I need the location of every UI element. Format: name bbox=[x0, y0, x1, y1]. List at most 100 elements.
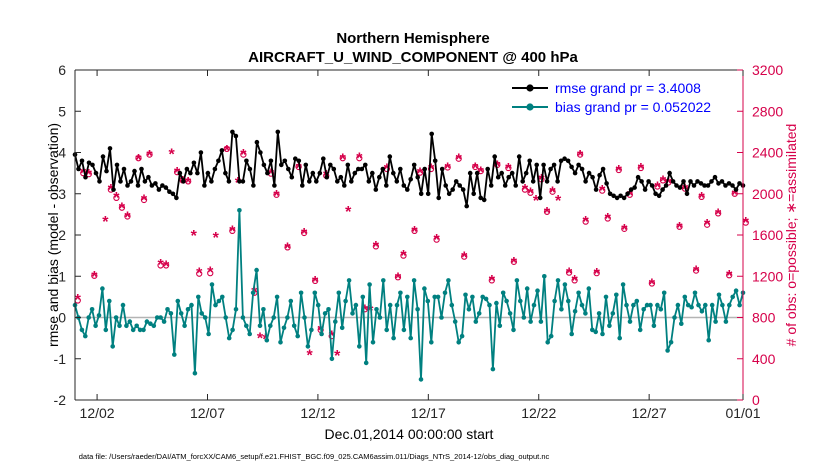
bias-point bbox=[487, 302, 492, 308]
rmse-point bbox=[275, 129, 281, 135]
obs-assimilated-point: * bbox=[417, 166, 424, 183]
rmse-point bbox=[464, 203, 470, 209]
legend-label-bias: bias grand pr = 0.052022 bbox=[555, 99, 711, 115]
bias-point bbox=[117, 323, 122, 329]
y2-tick-label: 3200 bbox=[752, 62, 783, 78]
bias-point bbox=[425, 298, 431, 304]
obs-possible-point bbox=[692, 267, 700, 274]
obs-assimilated-point: * bbox=[235, 175, 242, 192]
rmse-point bbox=[324, 174, 330, 180]
rmse-point bbox=[373, 187, 379, 192]
rmse-point bbox=[405, 187, 410, 192]
bias-point bbox=[333, 319, 338, 324]
obs-possible-point bbox=[488, 277, 495, 284]
obs-assimilated-point: * bbox=[295, 160, 302, 177]
obs-possible-point bbox=[455, 155, 462, 162]
bias-point bbox=[93, 323, 98, 329]
x-axis-label: Dec.01,2014 00:00:00 start bbox=[325, 426, 494, 442]
rmse-point bbox=[188, 170, 193, 176]
bias-point bbox=[175, 298, 181, 304]
bias-point bbox=[233, 307, 239, 312]
obs-assimilated-point: * bbox=[146, 148, 153, 165]
bias-point bbox=[401, 327, 407, 333]
bias-point bbox=[600, 331, 605, 337]
rmse-point bbox=[712, 174, 718, 180]
rmse-point bbox=[681, 179, 686, 184]
obs-assimilated-point: * bbox=[594, 266, 601, 283]
rmse-point bbox=[149, 183, 155, 188]
rmse-point bbox=[555, 179, 560, 184]
rmse-point bbox=[453, 179, 459, 184]
rmse-point bbox=[737, 181, 742, 186]
obs-assimilated-point: * bbox=[461, 250, 468, 267]
bias-point bbox=[518, 298, 523, 304]
rmse-point bbox=[156, 187, 162, 192]
rmse-point bbox=[625, 191, 630, 197]
obs-possible-point bbox=[229, 227, 236, 235]
obs-assimilated-point: * bbox=[445, 160, 452, 177]
rmse-point bbox=[523, 170, 529, 176]
obs-assimilated-point: * bbox=[660, 173, 667, 190]
rmse-point bbox=[562, 156, 567, 161]
rmse-point bbox=[600, 166, 606, 172]
y2-axis-label: # of obs: o=possible; ∗=assimilated bbox=[783, 124, 799, 347]
rmse-point bbox=[467, 170, 473, 176]
bias-point bbox=[703, 302, 708, 308]
obs-possible-point bbox=[416, 169, 424, 176]
bias-point bbox=[422, 286, 427, 291]
bias-point bbox=[127, 319, 133, 324]
x-tick-label: 12/22 bbox=[521, 405, 556, 421]
rmse-point bbox=[118, 179, 123, 184]
rmse-point bbox=[359, 166, 365, 172]
obs-possible-point bbox=[676, 223, 683, 230]
rmse-point bbox=[258, 150, 263, 155]
obs-assimilated-point: * bbox=[566, 266, 573, 283]
obs-assimilated-point: * bbox=[665, 175, 672, 192]
bias-point bbox=[405, 294, 410, 300]
footer-note: data file: /Users/raeder/DAI/ATM_forcXX/… bbox=[79, 452, 550, 461]
obs-possible-point bbox=[300, 229, 308, 237]
obs-possible-point bbox=[372, 243, 380, 250]
obs-possible-point bbox=[284, 244, 291, 251]
rmse-point bbox=[572, 170, 578, 176]
tick-labels: 12/02 12/07 12/12 12/17 12/22 12/27 01/01 -2 -1 0… bbox=[54, 62, 784, 421]
rmse-point bbox=[513, 183, 518, 188]
bias-point bbox=[463, 292, 468, 298]
rmse-point bbox=[670, 179, 676, 184]
bias-point bbox=[569, 331, 574, 337]
obs-assimilated-point: * bbox=[693, 264, 700, 281]
rmse-point bbox=[342, 183, 347, 188]
rmse-point bbox=[492, 154, 498, 159]
rmse-point bbox=[93, 170, 99, 176]
obs-assimilated-point: * bbox=[75, 292, 82, 309]
bias-point bbox=[655, 302, 660, 308]
rmse-point bbox=[653, 191, 658, 197]
rmse-point bbox=[296, 158, 302, 164]
obs-assimilated-point: * bbox=[654, 180, 661, 197]
obs-assimilated-point: * bbox=[472, 160, 479, 177]
bias-point bbox=[665, 348, 670, 353]
bias-point bbox=[439, 315, 444, 320]
obs-assimilated-point: * bbox=[240, 147, 247, 164]
rmse-point bbox=[443, 183, 449, 188]
rmse-point bbox=[695, 179, 700, 184]
rmse-point bbox=[548, 166, 553, 172]
bias-point bbox=[408, 335, 414, 341]
bias-point bbox=[151, 323, 157, 329]
bias-point bbox=[178, 311, 184, 316]
rmse-point bbox=[415, 174, 421, 180]
bias-point bbox=[610, 311, 616, 316]
bias-point bbox=[161, 319, 167, 324]
obs-assimilated-point: * bbox=[428, 162, 435, 179]
rmse-point bbox=[481, 197, 487, 203]
bias-point bbox=[398, 290, 403, 296]
obs-possible-point bbox=[549, 188, 556, 195]
bias-point bbox=[661, 290, 667, 296]
bias-point bbox=[586, 286, 592, 291]
rmse-point bbox=[205, 170, 211, 176]
obs-assimilated-point: * bbox=[489, 273, 496, 290]
rmse-point bbox=[398, 166, 403, 172]
rmse-point bbox=[593, 187, 599, 192]
rmse-point bbox=[293, 156, 298, 161]
bias-point bbox=[483, 296, 489, 302]
